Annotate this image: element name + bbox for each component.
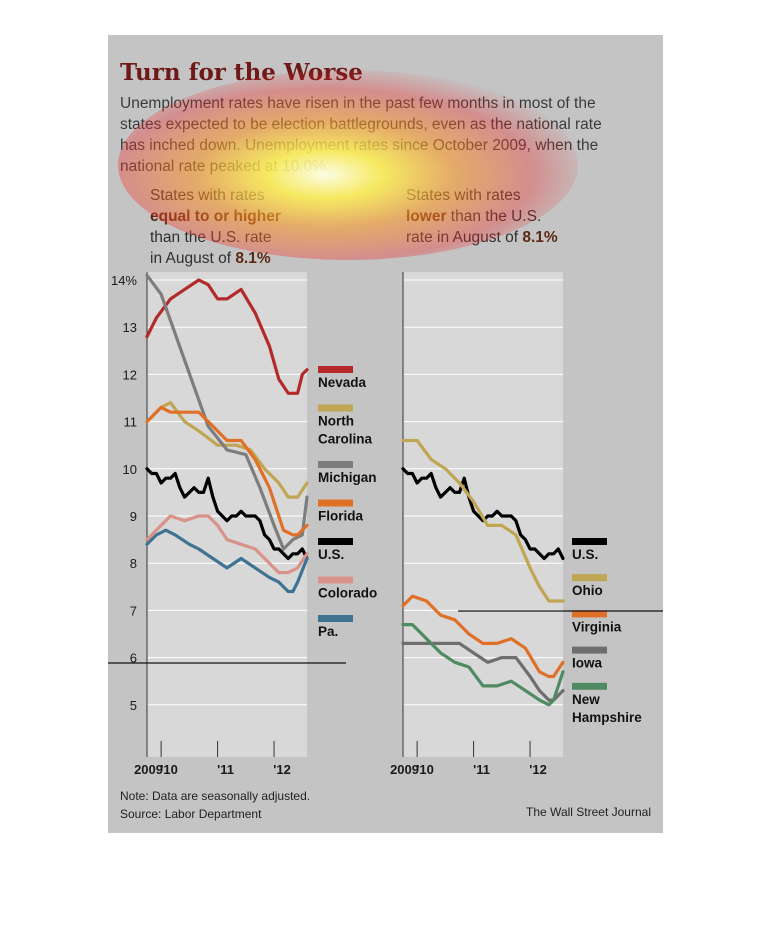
- x-tick-label: 2009: [134, 762, 163, 777]
- y-tick-label: 8: [130, 556, 137, 571]
- y-tick-label: 12: [123, 367, 137, 382]
- series-line-north-carolina: [145, 401, 309, 499]
- y-tick-label: 13: [123, 320, 137, 335]
- y-tick-label: 6: [130, 651, 137, 666]
- legend-swatch-new-hampshire: [572, 682, 607, 690]
- y-tick-label: 10: [123, 462, 137, 477]
- legend-label-new-hampshire: New: [572, 692, 600, 707]
- series-line-florida: [145, 405, 309, 537]
- legend-label-north-carolina: North: [318, 414, 354, 429]
- legend-label-michigan: Michigan: [318, 470, 377, 485]
- legend-swatch-u-s: [318, 538, 353, 545]
- legend-swatch-north-carolina: [318, 404, 353, 412]
- legend-label-u-s: U.S.: [572, 547, 598, 562]
- series-line-iowa: [401, 641, 565, 702]
- y-tick-label: 5: [130, 698, 137, 713]
- y-tick-label: 14%: [111, 273, 137, 288]
- legend-swatch-nevada: [318, 366, 353, 373]
- credit-text: The Wall Street Journal: [526, 805, 651, 819]
- footnote: Note: Data are seasonally adjusted. Sour…: [120, 787, 310, 823]
- legend-label-pa: Pa.: [318, 624, 338, 639]
- y-tick-label: 7: [130, 603, 137, 618]
- x-tick-label: '11: [473, 762, 490, 777]
- series-line-michigan: [145, 273, 309, 551]
- legend-swatch-iowa: [572, 646, 607, 654]
- legend-label-iowa: Iowa: [572, 656, 602, 671]
- series-line-ohio: [401, 438, 565, 603]
- legend-swatch-virginia: [572, 610, 607, 618]
- series-line-virginia: [401, 594, 565, 679]
- x-tick-label: '10: [160, 762, 178, 777]
- legend-swatch-michigan: [318, 461, 353, 468]
- legend-label-nevada: Nevada: [318, 375, 367, 390]
- x-tick-label: '12: [529, 762, 547, 777]
- x-tick-label: '10: [416, 762, 434, 777]
- y-tick-label: 9: [130, 509, 137, 524]
- legend-swatch-colorado: [318, 576, 353, 584]
- series-line-u-s: [145, 467, 309, 561]
- series-line-pa: [145, 528, 309, 594]
- legend-label-north-carolina: Carolina: [318, 432, 373, 447]
- legend-label-virginia: Virginia: [572, 619, 622, 634]
- series-line-new-hampshire: [401, 622, 565, 707]
- legend-label-new-hampshire: Hampshire: [572, 710, 642, 725]
- legend-label-u-s: U.S.: [318, 547, 344, 562]
- legend-swatch-u-s: [572, 538, 607, 545]
- series-line-u-s: [401, 467, 565, 561]
- source-text: Source: Labor Department: [120, 807, 262, 821]
- legend-label-colorado: Colorado: [318, 586, 377, 601]
- legend-swatch-ohio: [572, 574, 607, 582]
- series-line-colorado: [145, 514, 309, 575]
- y-tick-label: 11: [124, 415, 138, 430]
- note-text: Note: Data are seasonally adjusted.: [120, 789, 311, 803]
- series-line-nevada: [145, 278, 309, 395]
- legend-swatch-pa: [318, 615, 353, 622]
- legend-label-ohio: Ohio: [572, 583, 603, 598]
- plot-area-left: [147, 272, 307, 757]
- legend-swatch-florida: [318, 499, 353, 507]
- x-tick-label: '11: [217, 762, 234, 777]
- legend-label-florida: Florida: [318, 509, 363, 524]
- x-tick-label: '12: [273, 762, 291, 777]
- x-tick-label: 2009: [390, 762, 419, 777]
